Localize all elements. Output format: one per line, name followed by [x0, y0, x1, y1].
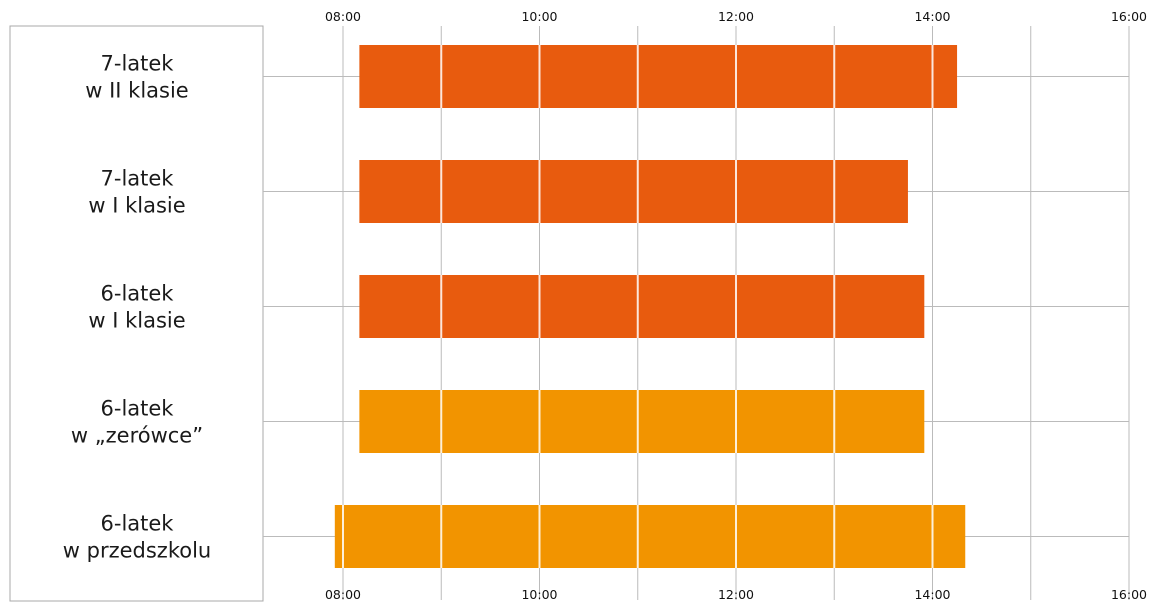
- x-tick-label-bottom: 12:00: [718, 587, 754, 602]
- category-label-line: w „zerówce”: [71, 424, 203, 448]
- x-tick-label-bottom: 14:00: [914, 587, 950, 602]
- bar-3: [359, 275, 925, 338]
- category-label: 6-latek w „zerówce”: [71, 397, 203, 448]
- bars: [334, 45, 966, 568]
- bar-1: [359, 45, 958, 108]
- x-tick-label-bottom: 10:00: [521, 587, 557, 602]
- category-label-line: w I klasie: [88, 309, 185, 333]
- category-label: 7-latek w II klasie: [85, 52, 188, 103]
- x-tick-label-bottom: 08:00: [325, 587, 361, 602]
- bar-2: [359, 160, 908, 223]
- category-label-line: w I klasie: [88, 194, 185, 218]
- bar-4: [359, 390, 925, 453]
- x-tick-label-top: 12:00: [718, 9, 754, 24]
- x-tick-label-top: 08:00: [325, 9, 361, 24]
- category-label: 6-latek w przedszkolu: [63, 512, 211, 563]
- category-label-line: 6-latek: [101, 512, 175, 536]
- bar-5: [334, 505, 966, 568]
- category-label-panel: [9, 25, 264, 602]
- category-label-line: 6-latek: [101, 397, 175, 421]
- category-label: 7-latek w I klasie: [88, 167, 185, 218]
- category-label-line: w II klasie: [85, 79, 188, 103]
- category-label-line: w przedszkolu: [63, 539, 211, 563]
- category-label-line: 7-latek: [101, 167, 175, 191]
- x-tick-label-top: 10:00: [521, 9, 557, 24]
- category-label-line: 6-latek: [101, 282, 175, 306]
- category-label-line: 7-latek: [101, 52, 175, 76]
- category-label: 6-latek w I klasie: [88, 282, 185, 333]
- x-tick-label-top: 16:00: [1111, 9, 1147, 24]
- x-tick-label-top: 14:00: [914, 9, 950, 24]
- axis-labels: 08:00 08:00 10:00 10:00 12:00 12:00 14:00 14:00…: [325, 9, 1147, 602]
- x-tick-label-bottom: 16:00: [1111, 587, 1147, 602]
